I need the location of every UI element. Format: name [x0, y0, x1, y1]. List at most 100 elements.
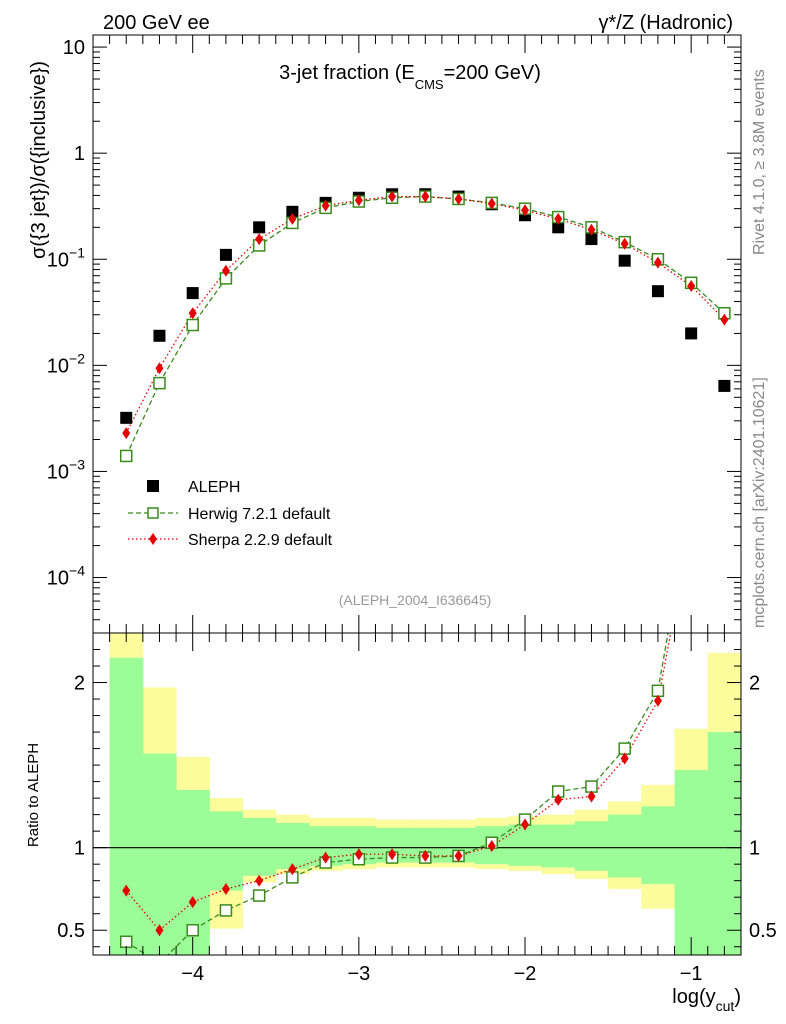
y-tick-label: 1	[74, 143, 85, 165]
aleph-point	[685, 327, 698, 340]
chart-title-prefix: 3-jet fraction (E	[279, 62, 415, 84]
sherpa-ratio-point	[687, 520, 695, 532]
main-plot-area	[119, 188, 731, 463]
sherpa-point	[255, 233, 264, 246]
aleph-point	[153, 329, 166, 342]
legend: ALEPH Herwig 7.2.1 default Sherpa 2.2.9 …	[128, 479, 333, 549]
header-right: γ*/Z (Hadronic)	[599, 12, 733, 34]
sherpa-ratio-point	[155, 924, 164, 937]
x-tick-label: −1	[680, 963, 703, 985]
main-panel: 3-jet fraction (ECMS=200 GeV) σ({3 jet})…	[28, 34, 742, 634]
chart-title-sub: CMS	[415, 77, 444, 92]
aleph-point	[219, 248, 232, 261]
header-right-suffix: (Hadronic)	[640, 12, 733, 34]
x-tick-label: −3	[347, 963, 370, 985]
ratio-y-tick-label-right: 2	[749, 673, 760, 695]
legend-label-herwig: Herwig 7.2.1 default	[188, 506, 331, 523]
aleph-point	[651, 285, 664, 298]
uncertainty-band-inner	[109, 657, 144, 955]
uncertainty-band-inner	[209, 811, 244, 891]
uncertainty-band-inner	[641, 806, 676, 884]
herwig-point	[153, 376, 166, 390]
ratio-y-tick-label-right: 0.5	[749, 920, 777, 942]
main-y-ticks: 10 1 10−1 10−2 10−3 10−4	[47, 37, 741, 634]
herwig-line	[125, 195, 725, 457]
sherpa-point	[221, 264, 230, 277]
x-tick-label: −2	[514, 963, 537, 985]
herwig-ratio-point	[719, 215, 730, 226]
herwig-ratio-point	[219, 904, 233, 917]
sherpa-point	[521, 204, 529, 217]
uncertainty-band-inner	[275, 822, 310, 870]
x-ticks: −4 −3 −2 −1	[92, 35, 742, 985]
sherpa-ratio-point	[587, 790, 596, 803]
header-right-prefix: γ*/Z	[599, 12, 635, 34]
ratio-panel: Ratio to ALEPH 2 2 1 1 0.5 0.5 −4 −3 −2 −1 log(y…	[25, 35, 777, 1014]
sherpa-ratio-point	[554, 793, 563, 806]
sherpa-point	[421, 190, 430, 203]
uncertainty-band-inner	[674, 770, 709, 955]
header-left: 200 GeV ee	[103, 12, 210, 34]
legend-label-aleph: ALEPH	[188, 479, 240, 496]
sherpa-ratio-point	[521, 818, 529, 831]
sherpa-ratio-point	[255, 874, 264, 887]
uncertainty-band-inner	[142, 753, 177, 955]
y-tick-label: 10	[63, 37, 85, 59]
sherpa-point	[354, 194, 363, 207]
sherpa-ratio-point	[720, 280, 728, 292]
sherpa-point	[620, 237, 629, 250]
ratio-frame	[92, 632, 742, 956]
sherpa-line	[125, 195, 725, 434]
sherpa-point	[587, 223, 596, 236]
uncertainty-band-inner	[574, 821, 609, 871]
uncertainty-band-inner	[508, 824, 543, 866]
x-tick-label: −4	[181, 963, 204, 985]
sherpa-ratio-point	[288, 863, 297, 876]
legend-marker-aleph	[147, 480, 159, 492]
legend-marker-herwig	[147, 507, 159, 519]
aleph-point	[552, 221, 565, 234]
uncertainty-band-inner	[608, 814, 642, 878]
aleph-point	[253, 221, 266, 234]
uncertainty-band-inner	[541, 824, 576, 868]
sherpa-point	[155, 362, 164, 375]
herwig-ratio-point	[651, 684, 665, 698]
herwig-ratio-point	[186, 923, 199, 937]
rivet-label: Rivet 4.1.0, ≥ 3.8M events	[751, 69, 768, 255]
herwig-ratio-point	[585, 780, 598, 793]
ratio-y-axis-label: Ratio to ALEPH	[25, 743, 42, 847]
sherpa-point	[687, 279, 696, 292]
sherpa-ratio-point	[487, 840, 496, 853]
aleph-point	[618, 254, 631, 267]
chart-title-suffix: =200 GeV)	[444, 62, 541, 84]
legend-marker-sherpa	[149, 533, 157, 545]
sherpa-ratio-point	[354, 848, 363, 861]
sherpa-point	[188, 307, 197, 320]
ratio-y-ticks: 2 2 1 1 0.5 0.5	[57, 632, 777, 948]
aleph-point	[585, 233, 598, 246]
herwig-ratio-point	[618, 742, 631, 755]
sherpa-ratio-point	[221, 882, 230, 895]
ratio-y-tick-label: 2	[74, 673, 85, 695]
sherpa-ratio-point	[188, 896, 197, 909]
aleph-point	[120, 411, 133, 424]
y-tick-label: 10−3	[47, 456, 85, 483]
ratio-y-tick-label: 1	[74, 838, 85, 860]
herwig-ratio-point	[686, 495, 697, 506]
herwig-point	[119, 449, 133, 463]
chart-title: 3-jet fraction (ECMS=200 GeV)	[279, 62, 541, 92]
sherpa-point	[653, 256, 662, 269]
mcplots-label: mcplots.cern.ch [arXiv:2401.10621]	[751, 377, 768, 628]
aleph-point	[186, 287, 199, 300]
sherpa-point	[321, 199, 330, 212]
ratio-plot-area	[93, 215, 741, 955]
sherpa-ratio-point	[421, 849, 430, 862]
legend-label-sherpa: Sherpa 2.2.9 default	[188, 532, 333, 549]
uncertainty-band-inner	[242, 817, 277, 876]
uncertainty-band-inner	[707, 732, 741, 955]
sherpa-point	[454, 192, 463, 205]
herwig-ratio-point	[119, 935, 133, 949]
sherpa-point	[288, 212, 297, 225]
aleph-point	[286, 205, 299, 218]
